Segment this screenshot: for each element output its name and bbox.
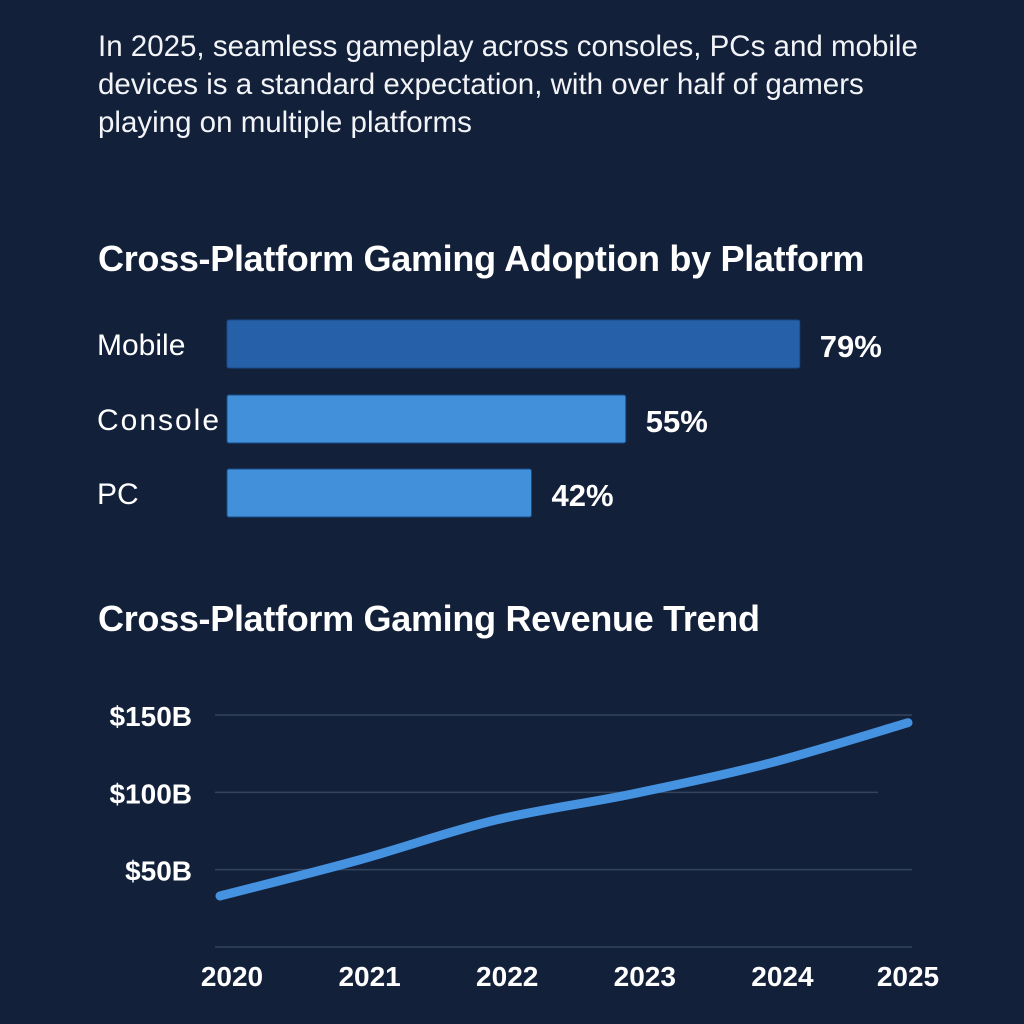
line-chart-title: Cross-Platform Gaming Revenue Trend bbox=[98, 598, 760, 639]
bar-value-label: 42% bbox=[552, 478, 614, 513]
bar-pc bbox=[226, 468, 532, 518]
bar-console bbox=[226, 394, 627, 444]
x-tick-label: 2025 bbox=[877, 961, 939, 992]
bar-category-label: Console bbox=[97, 404, 219, 437]
x-tick-label: 2021 bbox=[338, 961, 400, 992]
bar-value-label: 55% bbox=[646, 404, 708, 439]
x-tick-label: 2022 bbox=[476, 961, 538, 992]
x-tick-label: 2020 bbox=[201, 961, 263, 992]
x-tick-label: 2023 bbox=[614, 961, 676, 992]
x-tick-label: 2024 bbox=[751, 961, 814, 992]
revenue-line bbox=[215, 718, 913, 901]
y-tick-label: $150B bbox=[109, 701, 192, 732]
y-tick-label: $100B bbox=[109, 778, 192, 809]
bar-value-label: 79% bbox=[820, 329, 882, 364]
intro-text: In 2025, seamless gameplay across consol… bbox=[98, 30, 918, 139]
bar-chart-title: Cross-Platform Gaming Adoption by Platfo… bbox=[98, 238, 865, 279]
bar-category-label: Mobile bbox=[97, 329, 185, 362]
y-tick-label: $50B bbox=[125, 856, 192, 887]
bar-category-label: PC bbox=[97, 478, 139, 511]
bar-mobile bbox=[226, 319, 801, 369]
